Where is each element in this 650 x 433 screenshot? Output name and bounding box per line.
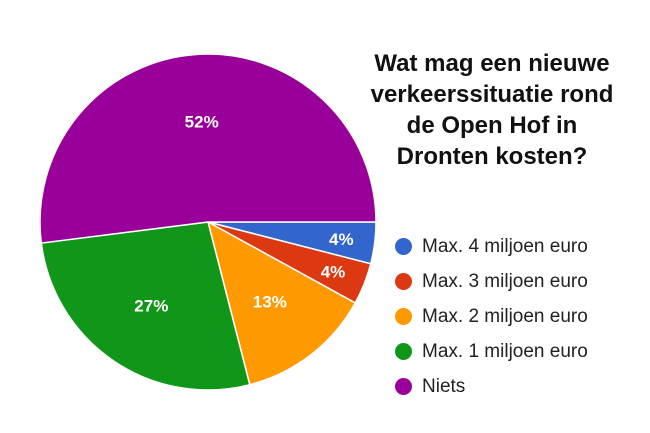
slice-label: 13% (253, 293, 287, 312)
legend-swatch (395, 238, 412, 255)
slice-label: 27% (134, 296, 168, 315)
legend-label: Max. 2 miljoen euro (422, 305, 588, 327)
legend-label: Max. 1 miljoen euro (422, 340, 588, 362)
legend-item-max-4-miljoen[interactable]: Max. 4 miljoen euro (395, 229, 588, 264)
legend-swatch (395, 273, 412, 290)
slice-label: 52% (185, 112, 219, 131)
legend-item-niets[interactable]: Niets (395, 369, 588, 404)
chart-title-line: Wat mag een nieuwe (374, 50, 610, 77)
slice-label: 4% (329, 230, 354, 249)
chart-title: Wat mag een nieuwe verkeerssituatie rond… (352, 48, 632, 172)
legend-label: Max. 4 miljoen euro (422, 235, 588, 257)
legend-swatch (395, 308, 412, 325)
chart-title-line: verkeerssituatie rond (370, 81, 614, 108)
pie-slice[interactable] (206, 220, 357, 386)
pie-slice[interactable] (40, 221, 251, 391)
legend-item-max-1-miljoen[interactable]: Max. 1 miljoen euro (395, 334, 588, 369)
pie-slice[interactable] (39, 53, 377, 244)
legend-swatch (395, 343, 412, 360)
legend-label: Niets (422, 375, 466, 397)
legend-item-max-2-miljoen[interactable]: Max. 2 miljoen euro (395, 299, 588, 334)
chart-legend: Max. 4 miljoen euro Max. 3 miljoen euro … (395, 229, 588, 404)
chart-title-line: Dronten kosten? (396, 143, 588, 170)
legend-label: Max. 3 miljoen euro (422, 270, 588, 292)
slice-label: 4% (321, 263, 346, 282)
chart-title-line: de Open Hof in (406, 112, 578, 139)
legend-swatch (395, 378, 412, 395)
legend-item-max-3-miljoen[interactable]: Max. 3 miljoen euro (395, 264, 588, 299)
